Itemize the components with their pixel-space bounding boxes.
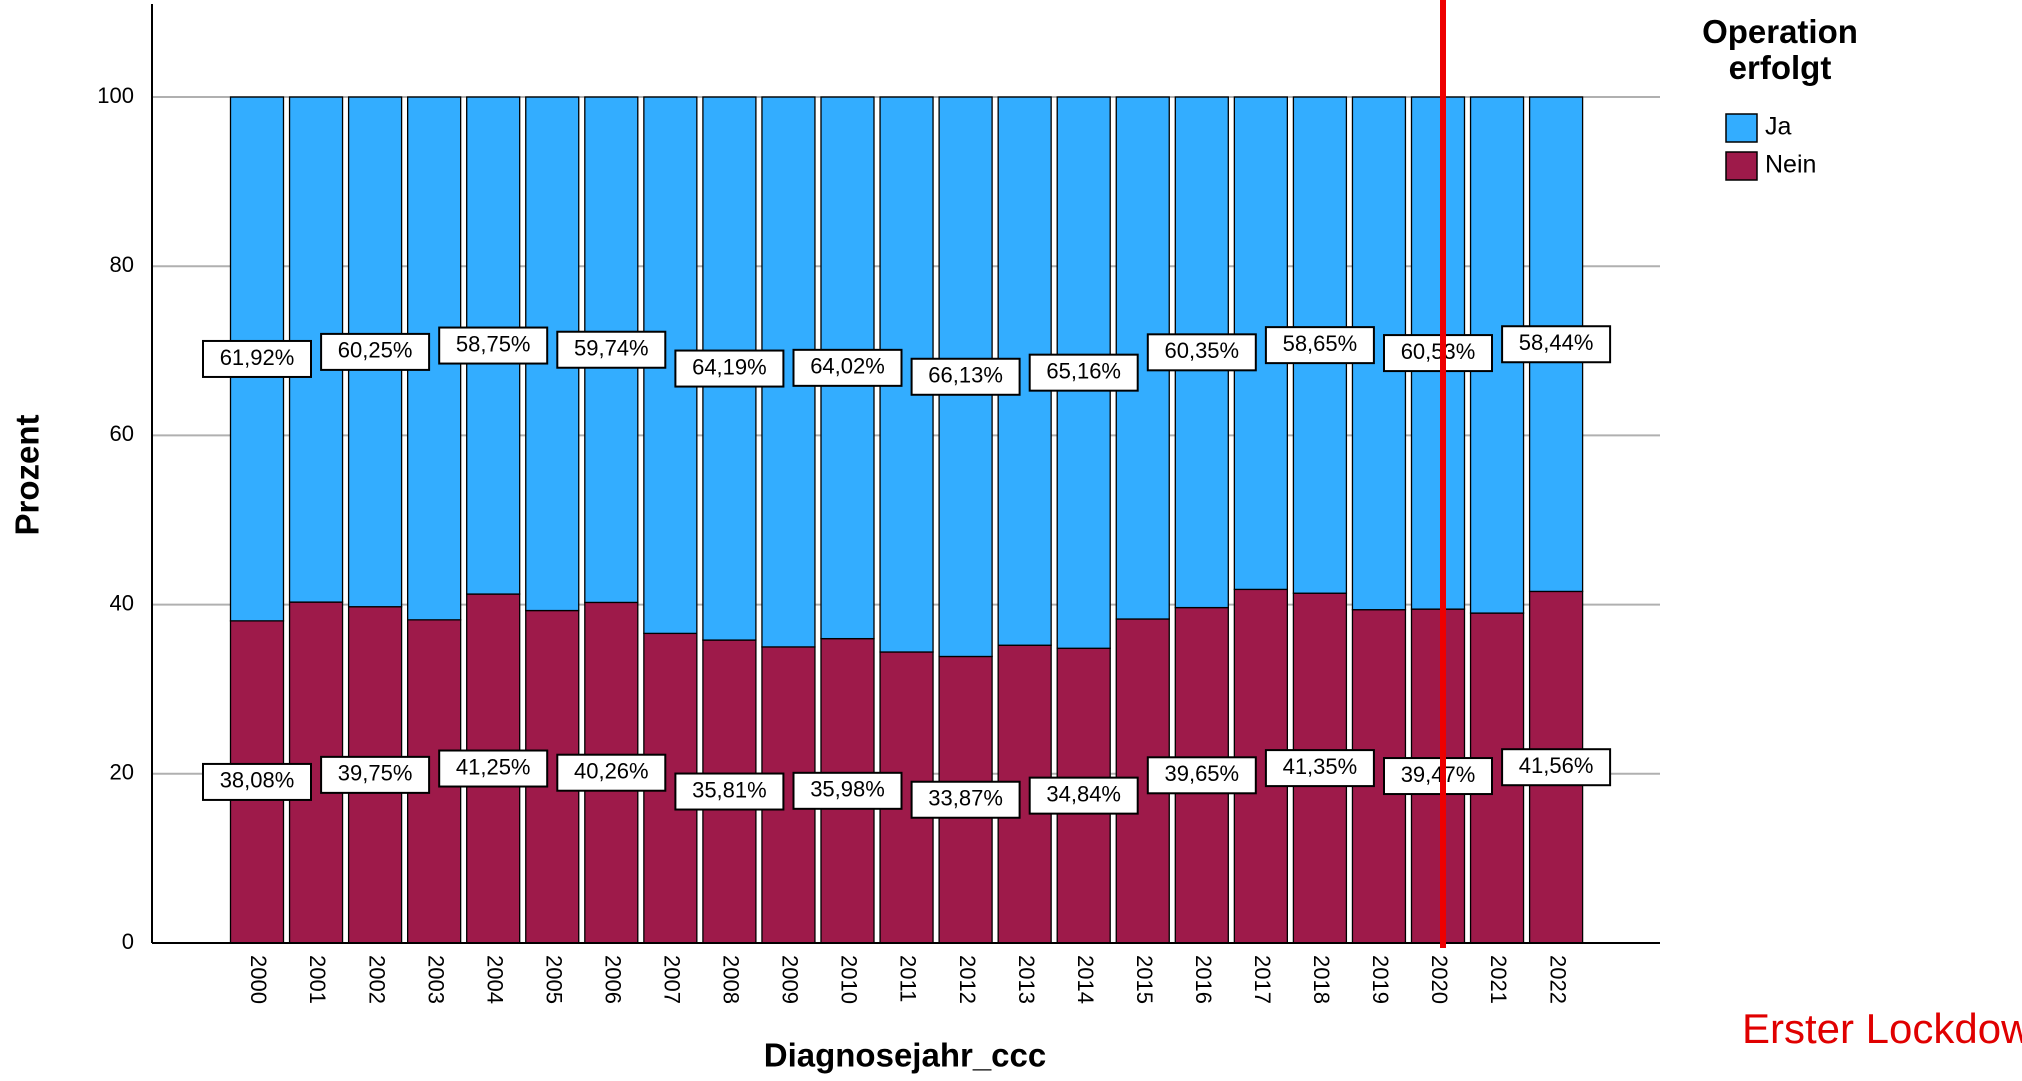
data-label: 60,25% [338, 338, 413, 363]
x-tick-label: 2013 [1014, 955, 1039, 1004]
data-label-box [910, 357, 1021, 396]
x-tick-label: 2000 [246, 955, 271, 1004]
data-label: 35,81% [692, 777, 767, 802]
legend-title: Operation erfolgt [1702, 13, 1858, 86]
x-tick-label: 2022 [1545, 955, 1570, 1004]
y-tick-label: 100 [97, 83, 134, 108]
x-tick-label: 2011 [896, 955, 921, 1002]
data-label: 65,16% [1046, 358, 1121, 383]
data-label-box [1383, 334, 1493, 373]
legend-swatch [1725, 113, 1758, 143]
x-tick-label: 2007 [660, 955, 685, 1004]
x-tick-label: 2016 [1191, 955, 1216, 1004]
x-tick-label: 2021 [1486, 955, 1511, 1004]
data-label-box [1501, 748, 1612, 787]
data-label-box [1028, 776, 1139, 815]
data-label: 38,08% [220, 768, 295, 793]
x-tick-label: 2001 [305, 955, 330, 1004]
data-label-box [792, 771, 903, 810]
data-label-box [1146, 333, 1257, 372]
data-label: 34,84% [1046, 781, 1121, 806]
data-label: 64,19% [692, 354, 767, 379]
data-label-box [1146, 756, 1257, 795]
x-tick-label: 2015 [1132, 955, 1157, 1004]
data-label: 40,26% [574, 759, 649, 784]
data-label-box [1264, 749, 1375, 788]
data-label: 35,98% [810, 777, 885, 802]
x-tick-label: 2008 [719, 955, 744, 1004]
x-tick-label: 2010 [837, 955, 862, 1004]
y-axis-title: Prozent [9, 414, 46, 535]
data-label-box [202, 339, 312, 378]
data-label-box [438, 326, 549, 365]
data-label: 58,65% [1283, 331, 1358, 356]
data-label: 61,92% [220, 345, 295, 370]
data-label-box [792, 348, 903, 387]
data-label: 58,44% [1519, 330, 1594, 355]
data-label: 41,25% [456, 754, 531, 779]
x-tick-label: 2017 [1250, 955, 1275, 1004]
data-label-box [674, 349, 785, 388]
data-label: 33,87% [928, 786, 1003, 811]
data-label: 60,53% [1401, 339, 1476, 364]
legend-label: Nein [1765, 151, 1816, 179]
x-tick-label: 2003 [423, 955, 448, 1004]
x-tick-label: 2014 [1073, 955, 1098, 1004]
x-tick-label: 2018 [1309, 955, 1334, 1004]
x-tick-label: 2006 [600, 955, 625, 1004]
data-label: 41,35% [1283, 754, 1358, 779]
x-axis-title: Diagnosejahr_ccc [764, 1037, 1046, 1074]
data-label-box [1028, 353, 1139, 392]
x-tick-label: 2009 [778, 955, 803, 1004]
data-label-box [556, 753, 667, 792]
x-tick-label: 2012 [955, 955, 980, 1004]
x-tick-label: 2002 [364, 955, 389, 1004]
data-label-box [438, 749, 549, 788]
data-label: 39,75% [338, 761, 413, 786]
y-tick-label: 40 [110, 590, 134, 615]
y-tick-label: 60 [110, 421, 134, 446]
y-tick-label: 0 [122, 929, 134, 954]
y-tick-label: 20 [110, 760, 134, 785]
data-label-box [910, 780, 1021, 819]
data-label: 66,13% [928, 363, 1003, 388]
data-label-box [1264, 326, 1375, 365]
data-label-box [674, 772, 785, 811]
x-tick-label: 2005 [541, 955, 566, 1004]
y-tick-label: 80 [110, 252, 134, 277]
data-label-box [1383, 757, 1493, 796]
data-label: 59,74% [574, 336, 649, 361]
x-tick-label: 2019 [1368, 955, 1393, 1004]
x-tick-label: 2004 [482, 955, 507, 1004]
data-label: 39,47% [1401, 762, 1476, 787]
annotation: Erster Lockdown 22.03.2020 [1742, 1005, 2022, 1052]
data-label: 64,02% [810, 354, 885, 379]
data-label-box [1501, 325, 1612, 364]
data-label-box [320, 755, 431, 794]
legend-swatch [1725, 151, 1758, 181]
data-label-box [556, 330, 667, 369]
data-label: 60,35% [1164, 338, 1239, 363]
data-label: 41,56% [1519, 753, 1594, 778]
legend-label: Ja [1765, 113, 1792, 141]
x-tick-label: 2020 [1427, 955, 1452, 1004]
data-label-box [202, 762, 312, 801]
data-label: 58,75% [456, 331, 531, 356]
data-label: 39,65% [1164, 761, 1239, 786]
data-label-box [320, 332, 431, 371]
